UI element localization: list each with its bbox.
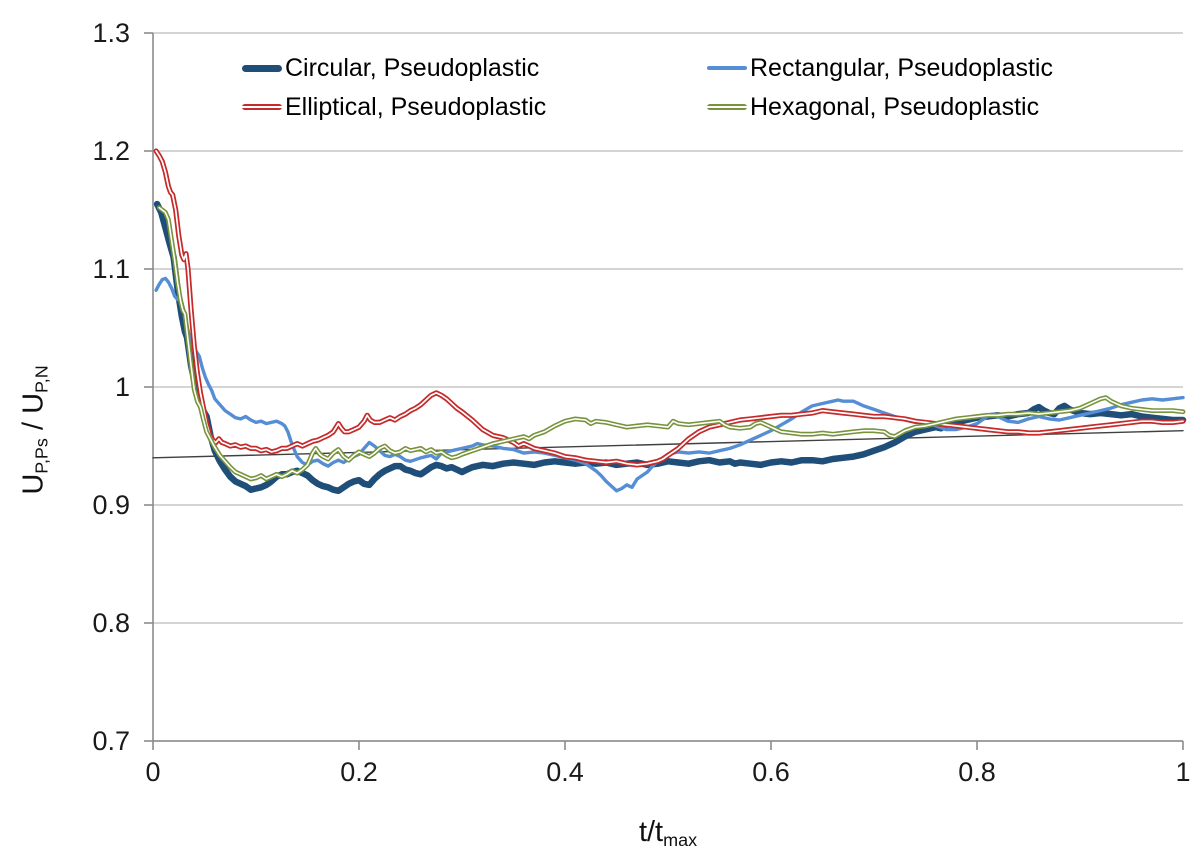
legend-label-hexagonal: Hexagonal, Pseudoplastic — [750, 92, 1040, 121]
legend-swatch-rectangular — [707, 66, 747, 70]
legend-item-rectangular: Rectangular, Pseudoplastic — [707, 52, 1053, 84]
x-tick-label: 0.6 — [752, 757, 790, 787]
chart-legend: Circular, Pseudoplastic Rectangular, Pse… — [242, 52, 1053, 123]
x-title-sub: max — [663, 830, 698, 851]
y-tick-label: 1 — [114, 372, 130, 402]
x-tick-label: 0 — [145, 757, 161, 787]
legend-label-circular: Circular, Pseudoplastic — [285, 53, 540, 82]
y-axis-title: UP,Ps / UP,N — [17, 365, 52, 495]
legend-swatch-elliptical — [242, 104, 282, 110]
y-title-u1: U — [17, 473, 50, 495]
series-rectangular-line — [154, 276, 1185, 493]
series-hexagonal-line — [156, 205, 1186, 482]
y-tick-label: 1.3 — [92, 18, 130, 48]
y-title-sep: / — [17, 413, 50, 439]
legend-item-hexagonal: Hexagonal, Pseudoplastic — [707, 91, 1053, 123]
x-tick-label: 1 — [1175, 757, 1191, 787]
legend-item-elliptical: Elliptical, Pseudoplastic — [242, 91, 707, 123]
y-tick-label: 0.9 — [92, 490, 130, 520]
y-title-u2: U — [17, 392, 50, 414]
series-hexagonal-inner-highlight — [158, 206, 1184, 480]
legend-swatch-hexagonal — [707, 104, 747, 110]
y-tick-label: 0.8 — [92, 608, 130, 638]
x-tick-label: 0.8 — [958, 757, 996, 787]
series-trendline-line — [152, 430, 1184, 459]
x-axis-title: t/tmax — [568, 816, 768, 851]
x-tick-label: 0.2 — [340, 757, 378, 787]
legend-label-rectangular: Rectangular, Pseudoplastic — [750, 53, 1053, 82]
y-title-sub1: P,Ps — [31, 438, 52, 474]
x-tick-label: 0.4 — [546, 757, 584, 787]
y-tick-label: 0.7 — [92, 726, 130, 756]
legend-label-elliptical: Elliptical, Pseudoplastic — [285, 92, 547, 121]
x-title-main: t/t — [638, 816, 664, 848]
legend-item-circular: Circular, Pseudoplastic — [242, 52, 707, 84]
y-tick-label: 1.2 — [92, 136, 130, 166]
series-circular-line — [153, 200, 1187, 495]
y-title-sub2: P,N — [31, 365, 52, 393]
y-tick-label: 1.1 — [92, 254, 130, 284]
legend-swatch-circular — [242, 64, 282, 72]
